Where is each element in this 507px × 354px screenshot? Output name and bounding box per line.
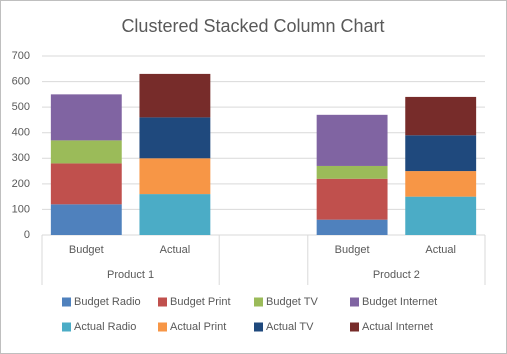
- group-label: Product 1: [107, 269, 154, 281]
- bar-segment: [50, 163, 122, 205]
- bar-segment: [139, 117, 211, 159]
- x-tick-label: Budget: [335, 244, 370, 256]
- bar-segment: [139, 73, 211, 118]
- legend-label: Budget TV: [266, 296, 318, 308]
- x-tick-label: Actual: [425, 244, 456, 256]
- legend-swatch: [62, 322, 71, 332]
- y-tick-label: 400: [12, 127, 30, 139]
- legend-label: Budget Internet: [362, 296, 437, 308]
- legend-swatch: [254, 297, 263, 307]
- bar-segment: [139, 158, 211, 195]
- bar-segment: [139, 194, 211, 235]
- bar-segment: [316, 178, 388, 220]
- legend-label: Actual TV: [266, 321, 314, 333]
- bar-segment: [405, 171, 477, 197]
- x-tick-label: Actual: [160, 244, 191, 256]
- bar-segment: [50, 94, 122, 141]
- bar-segment: [405, 96, 477, 136]
- legend-swatch: [62, 297, 71, 307]
- legend-swatch: [350, 322, 359, 332]
- legend-swatch: [350, 297, 359, 307]
- legend-swatch: [158, 297, 167, 307]
- bar-segment: [316, 219, 388, 235]
- bar-segment: [50, 204, 122, 235]
- legend-label: Budget Print: [170, 296, 231, 308]
- chart-title: Clustered Stacked Column Chart: [121, 16, 384, 36]
- y-tick-label: 300: [12, 152, 30, 164]
- y-tick-label: 100: [12, 203, 30, 215]
- legend-swatch: [254, 322, 263, 332]
- legend-label: Budget Radio: [74, 296, 141, 308]
- group-label: Product 2: [373, 269, 420, 281]
- bar-segment: [316, 114, 388, 166]
- y-tick-label: 0: [24, 229, 30, 241]
- y-tick-label: 500: [12, 101, 30, 113]
- y-tick-label: 600: [12, 75, 30, 87]
- legend-label: Actual Print: [170, 321, 226, 333]
- bar-segment: [50, 140, 122, 164]
- legend-swatch: [158, 322, 167, 332]
- bar-segment: [316, 165, 388, 179]
- x-tick-label: Budget: [69, 244, 104, 256]
- y-tick-label: 700: [12, 50, 30, 62]
- legend-label: Actual Internet: [362, 321, 433, 333]
- bar-segment: [405, 196, 477, 235]
- legend-label: Actual Radio: [74, 321, 136, 333]
- y-tick-label: 200: [12, 178, 30, 190]
- bar-segment: [405, 135, 477, 172]
